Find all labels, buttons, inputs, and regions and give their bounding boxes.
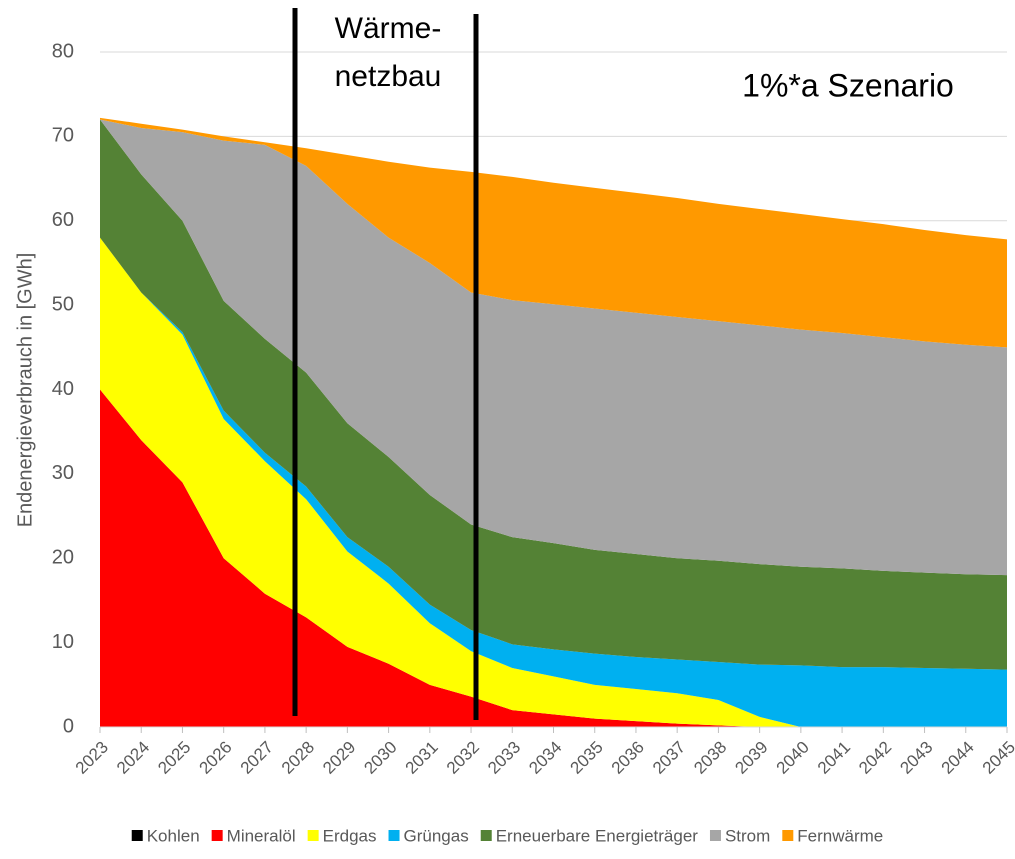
- area: [100, 117, 1007, 348]
- legend-swatch: [709, 830, 721, 841]
- x-tick-label: 2039: [731, 738, 771, 778]
- y-tick-label: 20: [52, 547, 74, 569]
- legend-label: Grüngas: [404, 826, 469, 845]
- y-tick-label: 60: [52, 209, 74, 231]
- legend-label: Kohlen: [147, 826, 200, 845]
- legend-swatch: [307, 830, 319, 841]
- legend-label: Erneuerbare Energieträger: [496, 826, 699, 845]
- plot-area: [100, 51, 1007, 728]
- x-tick-label: 2041: [814, 738, 854, 778]
- x-tick-label: 2040: [773, 738, 813, 778]
- x-tick-label: 2025: [154, 738, 194, 778]
- x-tick-label: 2030: [360, 738, 400, 778]
- legend-label: Strom: [725, 826, 770, 845]
- x-tick-label: 2038: [690, 738, 730, 778]
- x-tick-label: 2033: [484, 738, 524, 778]
- area: [100, 119, 1007, 670]
- x-tick-label: 2044: [938, 738, 978, 778]
- y-tick-label: 10: [52, 631, 74, 653]
- x-tick-label: 2029: [319, 738, 359, 778]
- x-tick-label: 2032: [443, 738, 483, 778]
- legend-swatch: [211, 830, 223, 841]
- annotation: 1%*a Szenario: [742, 67, 954, 103]
- x-tick-label: 2043: [896, 738, 936, 778]
- y-tick-label: 30: [52, 462, 74, 484]
- y-tick-label: 70: [52, 125, 74, 147]
- x-tick-label: 2045: [979, 738, 1015, 778]
- legend-swatch: [782, 830, 794, 841]
- y-tick-label: 80: [52, 40, 74, 62]
- y-tick-label: 50: [52, 293, 74, 315]
- annotation: netzbau: [335, 60, 442, 93]
- legend-label: Erdgas: [323, 826, 377, 845]
- area: [100, 119, 1007, 576]
- area: [100, 237, 1007, 727]
- x-tick-label: 2026: [195, 738, 235, 778]
- y-axis-label: Endenergieverbrauch in [GWh]: [14, 253, 36, 528]
- y-tick-label: 40: [52, 378, 74, 400]
- x-tick-label: 2024: [113, 738, 153, 778]
- x-tick-label: 2023: [72, 738, 112, 778]
- legend-swatch: [388, 830, 400, 841]
- x-tick-label: 2042: [855, 738, 895, 778]
- legend-swatch: [480, 830, 492, 841]
- x-tick-label: 2036: [608, 738, 648, 778]
- y-tick-label: 0: [63, 715, 74, 737]
- x-tick-label: 2035: [567, 738, 607, 778]
- legend-swatch: [131, 830, 143, 841]
- area: [100, 237, 1007, 727]
- x-tick-label: 2034: [525, 738, 565, 778]
- x-tick-label: 2037: [649, 738, 689, 778]
- x-tick-label: 2028: [278, 738, 318, 778]
- x-tick-label: 2027: [237, 738, 277, 778]
- x-tick-label: 2031: [402, 738, 442, 778]
- area: [100, 389, 1007, 727]
- annotation: Wärme-: [335, 12, 442, 45]
- legend-label: Fernwärme: [797, 826, 883, 845]
- legend-label: Mineralöl: [227, 826, 296, 845]
